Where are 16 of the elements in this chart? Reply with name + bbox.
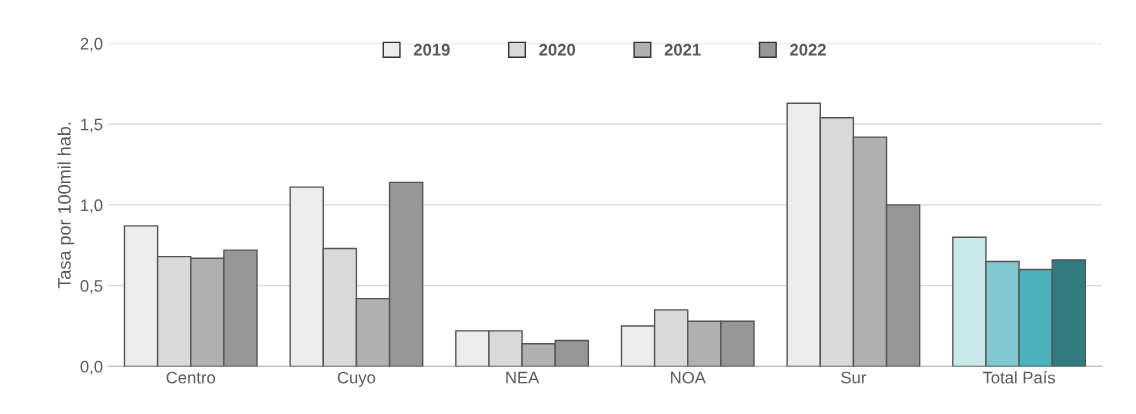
y-tick-label: 0,0 [80, 360, 103, 375]
x-tick-label: Centro [166, 371, 216, 384]
x-tick-label: Sur [841, 371, 867, 384]
legend-label: 2019 [413, 43, 450, 56]
y-axis-title: Tasa por 100mil hab. [57, 122, 75, 289]
legend-label: 2021 [664, 43, 701, 56]
y-tick-label: 1,5 [81, 118, 103, 133]
y-tick-label: 1,0 [81, 199, 103, 214]
x-tick-label: Cuyo [337, 371, 376, 387]
x-tick-label: NOA [671, 371, 706, 384]
y-tick-label: 0,5 [80, 280, 103, 294]
y-tick-label: 2,0 [80, 37, 103, 52]
x-tick-label: Total País [982, 371, 1056, 384]
x-tick-label: NEA [506, 371, 540, 384]
legend-label: 2020 [539, 43, 576, 56]
legend-label: 2022 [790, 43, 826, 56]
